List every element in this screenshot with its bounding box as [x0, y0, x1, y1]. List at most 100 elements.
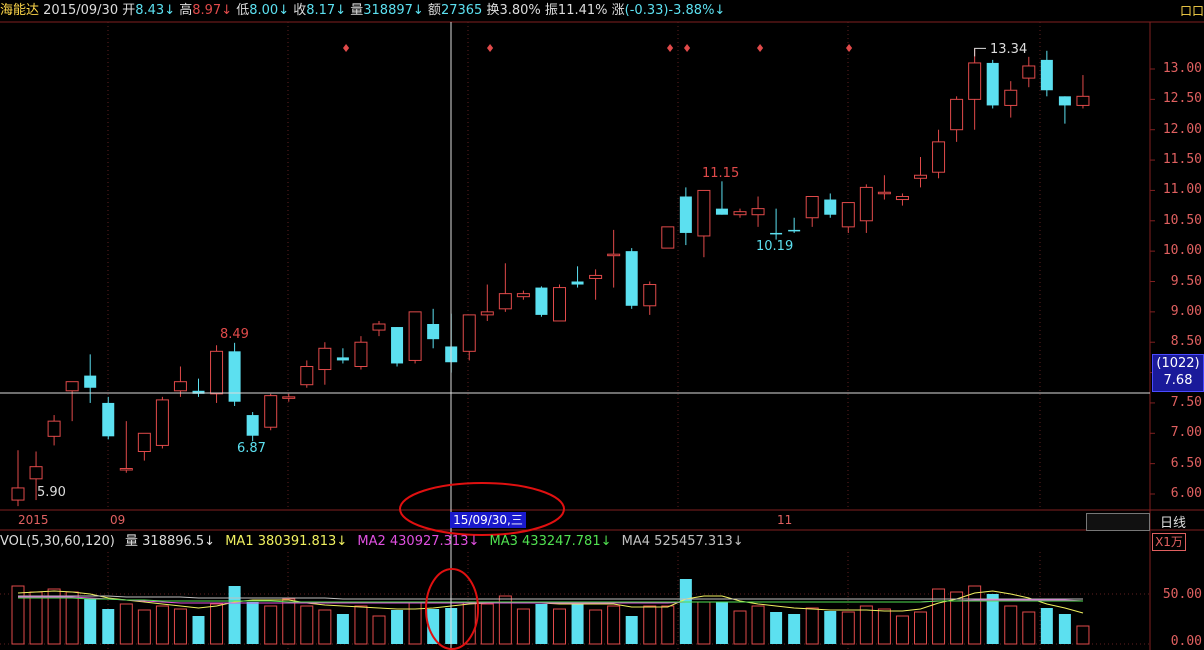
- candle-body-down: [571, 281, 584, 285]
- candle-body-up: [11, 487, 25, 501]
- candle-body-up: [318, 347, 332, 371]
- volume-bar-up: [155, 605, 169, 645]
- volume-bar-up: [1076, 625, 1090, 645]
- candle-body-down: [986, 62, 999, 106]
- turnover-label: 换: [486, 3, 500, 18]
- volume-bar-up: [516, 608, 530, 645]
- candle-body-up: [47, 420, 61, 437]
- ma1-label: MA1: [225, 534, 254, 549]
- open-label: 开: [122, 3, 136, 18]
- volume-bar-up: [859, 605, 873, 645]
- volume-bar-up: [29, 591, 43, 645]
- high-label: 高: [179, 3, 193, 18]
- period-label[interactable]: 日线: [1160, 516, 1187, 531]
- price-axis-label: 12.50: [1162, 91, 1202, 107]
- candle-body-up: [155, 399, 169, 446]
- annotation-mid-high: 11.15: [702, 166, 740, 181]
- volume-bar-up: [65, 591, 79, 645]
- low-value: 8.00↓: [249, 3, 290, 18]
- ma2-value: 430927.313↓: [389, 534, 480, 549]
- event-marker: ♦: [665, 42, 675, 55]
- amount-value: 27365: [440, 3, 483, 18]
- highlight-ellipses: [399, 482, 565, 650]
- change-label: 涨: [611, 3, 625, 18]
- event-marker: ♦: [844, 42, 854, 55]
- cursor-count: (1022): [1156, 356, 1200, 371]
- candle-body-down: [427, 324, 440, 340]
- candle-body-up: [607, 253, 621, 257]
- candle-body-up: [282, 396, 296, 399]
- candle-body-down: [770, 232, 783, 235]
- volume-bar-up: [841, 611, 855, 645]
- annotation-early-high: 8.49: [220, 327, 249, 342]
- crosshair-date-label: 15/09/30,三: [450, 512, 526, 528]
- ma4-label: MA4: [621, 534, 651, 549]
- volume-bar-down: [1058, 614, 1071, 644]
- volume-bar-down: [625, 616, 638, 644]
- price-axis-label: 13.00: [1162, 61, 1202, 76]
- price-axis-label: 6.50: [1170, 455, 1202, 471]
- volume-unit-button[interactable]: X1万: [1152, 533, 1186, 551]
- price-axis-label: 7.00: [1170, 425, 1202, 441]
- candle-body-up: [1076, 95, 1090, 106]
- volume-bar-up: [480, 603, 494, 645]
- volume-bar-up: [895, 615, 909, 645]
- candle-body-up: [914, 174, 927, 179]
- open-value: 8.43↓: [135, 3, 176, 18]
- ma2-label: MA2: [357, 534, 386, 549]
- ma1-value: 380391.813↓: [257, 534, 348, 549]
- price-axis-label: 10.00: [1162, 243, 1202, 259]
- candle-body-up: [661, 226, 675, 249]
- volume-bar-up: [354, 605, 368, 645]
- volume-bar-up: [697, 601, 711, 645]
- candle-body-up: [462, 314, 476, 352]
- candle-body-up: [372, 323, 386, 331]
- candle-body-up: [751, 208, 765, 216]
- vol-value: 318896.5↓: [142, 534, 216, 549]
- candle-body-up: [498, 293, 512, 310]
- candles: [11, 47, 1090, 507]
- annotation-high: 13.34: [990, 42, 1028, 57]
- vol-title[interactable]: VOL(5,30,60,120): [0, 534, 115, 549]
- volume-bar-up: [877, 608, 891, 645]
- volume-bar-up: [318, 609, 332, 645]
- volume-bar-up: [11, 585, 25, 645]
- volume-bar-up: [210, 603, 224, 645]
- candle-body-up: [841, 202, 855, 228]
- volume-bar-down: [336, 614, 349, 644]
- close-label: 收: [293, 3, 307, 18]
- candle-body-down: [102, 402, 115, 437]
- candle-body-up: [1022, 65, 1036, 79]
- period-scroll-button[interactable]: [1086, 513, 1150, 531]
- volume-ma-lines: [17, 590, 1084, 614]
- candle-body-up: [408, 311, 422, 361]
- volume-bar-down: [391, 610, 404, 644]
- price-axis-label: 10.50: [1162, 212, 1202, 228]
- quote-info-bar: 海能达 2015/09/30 开8.43↓ 高8.97↓ 低8.00↓ 收8.1…: [0, 0, 1150, 22]
- candle-body-down: [84, 375, 97, 388]
- amplitude-label: 振: [544, 3, 558, 18]
- candle-body-up: [173, 381, 187, 392]
- candle-body-down: [228, 351, 241, 402]
- amplitude-value: 11.41%: [557, 3, 608, 18]
- volume-bar-down: [427, 609, 440, 644]
- vol-axis-50: 50.00: [1162, 587, 1202, 602]
- chart-grid: [0, 21, 1204, 650]
- annotation-early-low: 6.87: [237, 441, 266, 456]
- candle-body-down: [824, 199, 837, 215]
- x-label-sep: 09: [110, 513, 126, 527]
- low-label: 低: [236, 3, 250, 18]
- volume-bar-up: [1022, 611, 1036, 645]
- candle-body-up: [137, 432, 151, 452]
- event-markers: ♦ ♦ ♦ ♦ ♦ ♦: [341, 42, 854, 55]
- vol-label: 量: [125, 534, 139, 549]
- x-label-year: 2015: [18, 513, 49, 527]
- candle-body-up: [877, 191, 891, 195]
- candle-body-up: [354, 341, 368, 368]
- window-corner-icon[interactable]: 口口: [1180, 4, 1204, 18]
- candle-body-up: [480, 311, 494, 316]
- event-marker: ♦: [755, 42, 765, 55]
- volume-bar-up: [914, 611, 927, 645]
- candle-body-down: [192, 390, 205, 394]
